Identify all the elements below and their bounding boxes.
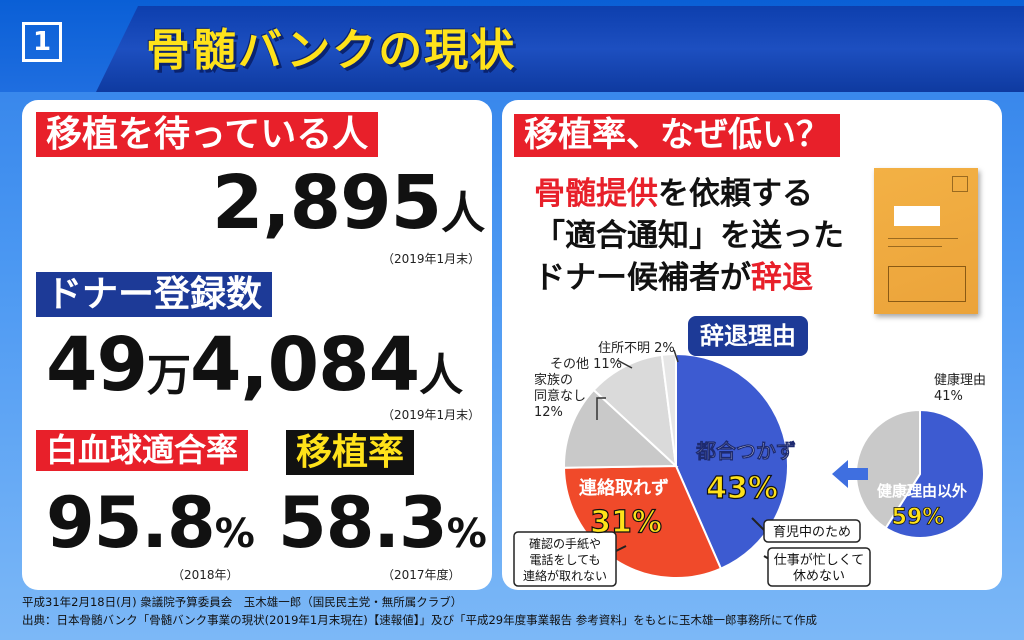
callout-work-line2: 休めない [793, 569, 845, 584]
reason-pie-slice-0 [675, 352, 789, 570]
waiting-note: （2019年1月末） [382, 252, 481, 266]
match-value: 95.8% [46, 482, 255, 564]
donors-note: （2019年1月末） [382, 408, 481, 422]
explain-line-1: 骨髄提供を依頼する [534, 176, 813, 212]
match-note: （2018年） [172, 568, 239, 582]
pie-charts: 辞退理由 育児中のため 仕事が忙しくて 休めない 確認の手紙や 電話をしても 連… [513, 316, 986, 587]
label-inconvenient: 都合つかず [695, 439, 796, 463]
waiting-label: 移植を待っている人 [36, 112, 379, 158]
reasons-panel: 移植率、なぜ低い？ 骨髄提供を依頼する 「適合通知」を送った ドナー候補者が辞退… [502, 100, 1002, 590]
arrow-icon [832, 460, 868, 488]
reason-pie-slice-3 [592, 353, 678, 469]
label-address: 住所不明 2% [598, 341, 675, 356]
reason-pie-slice-2 [563, 388, 679, 469]
callout-work [767, 547, 871, 587]
notification-envelope [874, 168, 978, 314]
explain-text: 骨髄提供を依頼する 「適合通知」を送った ドナー候補者が辞退 [534, 174, 844, 300]
reason-title: 辞退理由 [700, 322, 796, 350]
label-family-1: 家族の [534, 372, 573, 388]
transplant-value: 58.3% [278, 482, 487, 564]
label-unreachable: 連絡取れず [579, 477, 669, 499]
match-label: 白血球適合率 [36, 430, 249, 471]
label-non-health: 健康理由以外 [877, 482, 967, 500]
callout-childcare-text: 育児中のため [773, 524, 851, 540]
label-other: その他 11% [550, 357, 622, 372]
question-label: 移植率、なぜ低い？ [514, 114, 840, 158]
footer-source: 出典：日本骨髄バンク「骨髄バンク事業の現状(2019年1月末現在)【速報値】」及… [22, 613, 818, 627]
stats-panel: 移植を待っている人 2,895人 （2019年1月末） ドナー登録数 49万4,… [22, 100, 492, 590]
transplant-note: （2017年度） [382, 568, 461, 582]
callout-letter-line3: 連絡が取れない [523, 568, 607, 583]
envelope-stamp [952, 176, 968, 192]
header-band [96, 6, 1024, 92]
health-pie-slice-1 [855, 408, 921, 530]
callout-childcare [763, 519, 861, 543]
callout-letter-line2: 電話をしても [529, 552, 600, 567]
page-title: 骨髄バンクの現状 [146, 25, 517, 76]
donors-value: 49万4,084人 [46, 322, 463, 408]
explain-line-3: ドナー候補者が辞退 [534, 259, 813, 296]
header-bar: 1 骨髄バンクの現状 [0, 0, 1024, 92]
health-pie-slice-0 [884, 408, 985, 539]
label-family-2: 同意なし [534, 388, 586, 404]
envelope-address-box [888, 266, 966, 302]
value-inconvenient: 43% [706, 471, 778, 506]
callout-work-line1: 仕事が忙しくて [774, 553, 865, 568]
callout-letter-line1: 確認の手紙や [529, 536, 601, 551]
envelope-window [894, 206, 940, 226]
reason-title-box [688, 316, 808, 356]
waiting-value: 2,895人 [212, 160, 485, 246]
explain-line-2: 「適合通知」を送った [534, 217, 844, 254]
transplant-label: 移植率 [286, 430, 415, 476]
label-health-pct: 41% [934, 389, 963, 404]
section-number: 1 [22, 22, 62, 62]
callout-letter [513, 531, 617, 587]
value-unreachable: 31% [590, 505, 662, 540]
label-health: 健康理由 [934, 372, 986, 388]
footer-line-1: 平成31年2月18日(月) 衆議院予算委員会 玉木雄一郎（国民民主党・無所属クラ… [22, 595, 463, 609]
value-non-health: 59% [892, 505, 945, 530]
donors-label: ドナー登録数 [36, 272, 273, 318]
label-family-pct: 12% [534, 405, 563, 420]
